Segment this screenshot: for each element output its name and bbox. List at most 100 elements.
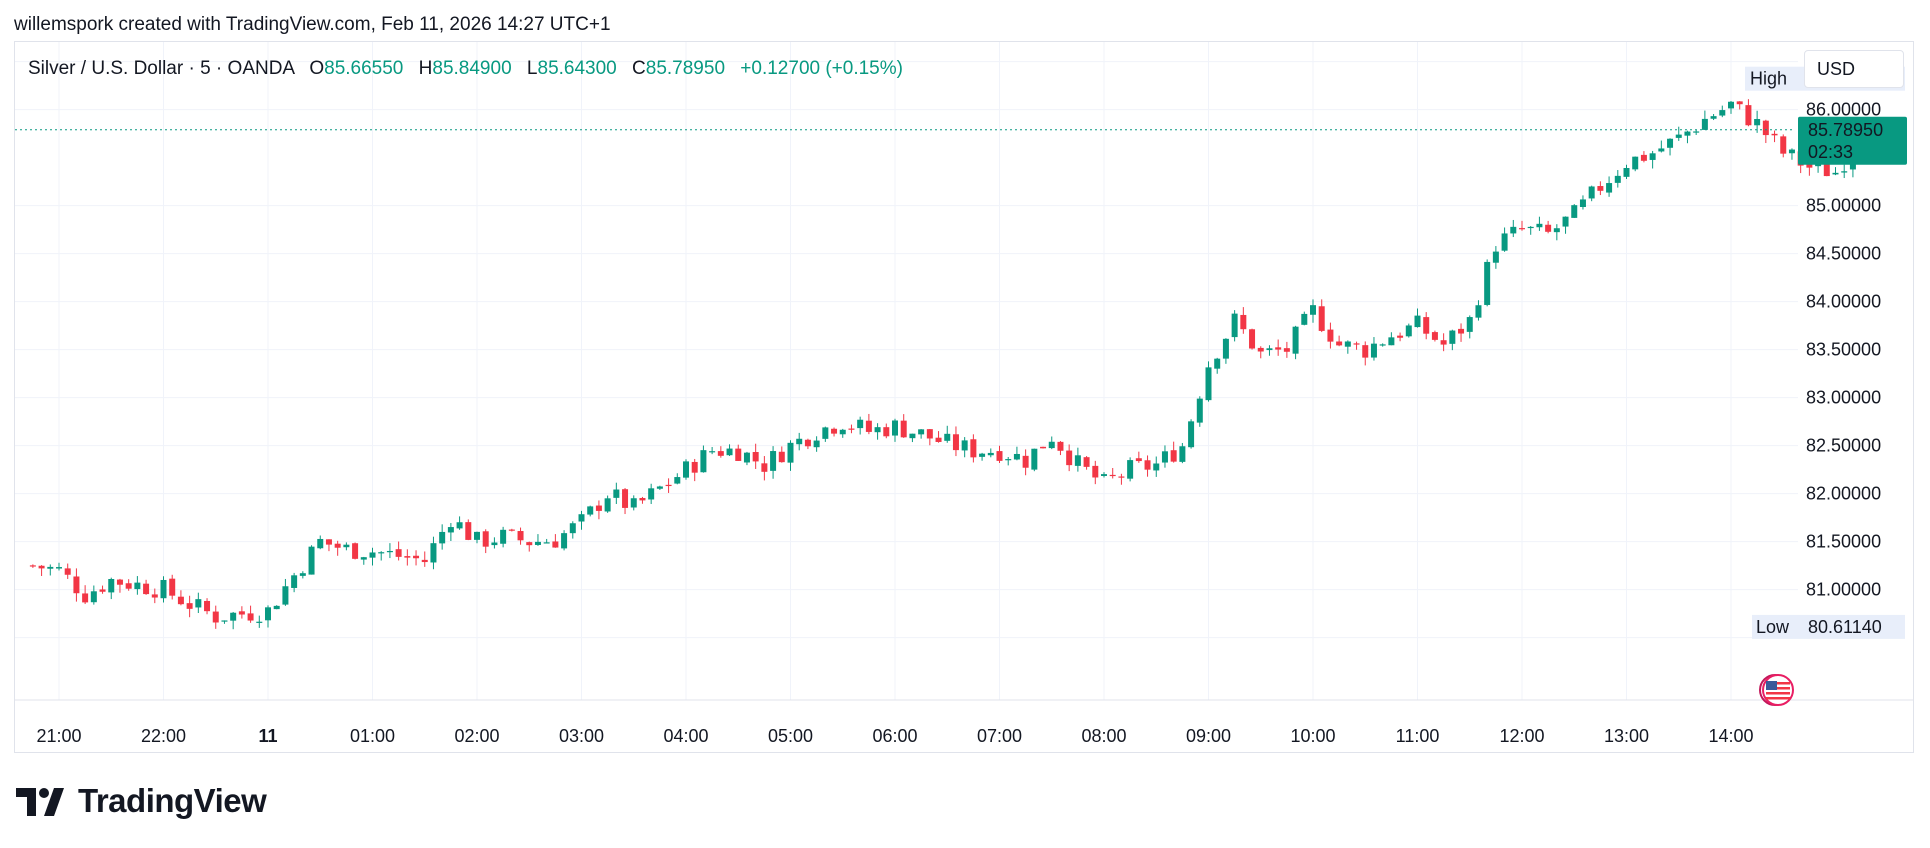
candle-body[interactable]: [569, 523, 576, 534]
candle-body[interactable]: [1597, 186, 1604, 191]
candle-body[interactable]: [1719, 110, 1726, 116]
candle-body[interactable]: [909, 433, 916, 439]
candle-body[interactable]: [639, 497, 646, 501]
candle-body[interactable]: [587, 506, 594, 515]
candle-body[interactable]: [56, 567, 62, 569]
candle-body[interactable]: [1266, 348, 1273, 351]
candle-body[interactable]: [186, 603, 193, 609]
candle-body[interactable]: [1031, 448, 1038, 470]
candle-body[interactable]: [1553, 228, 1560, 233]
candle-body[interactable]: [143, 583, 150, 595]
candle-body[interactable]: [116, 579, 123, 585]
candle-body[interactable]: [770, 451, 777, 471]
candle-body[interactable]: [1292, 326, 1299, 354]
candle-body[interactable]: [1222, 338, 1229, 359]
candle-body[interactable]: [1353, 343, 1360, 345]
candle-body[interactable]: [1388, 337, 1395, 346]
candle-body[interactable]: [1649, 153, 1656, 160]
candle-body[interactable]: [683, 461, 689, 478]
candle-body[interactable]: [386, 550, 393, 553]
candle-body[interactable]: [1188, 421, 1195, 448]
candle-body[interactable]: [1249, 329, 1256, 349]
candle-body[interactable]: [996, 451, 1003, 461]
candle-body[interactable]: [1153, 463, 1160, 471]
candle-body[interactable]: [273, 605, 280, 610]
candle-body[interactable]: [1423, 317, 1430, 334]
candle-body[interactable]: [970, 439, 977, 458]
candle-body[interactable]: [717, 451, 724, 456]
candle-body[interactable]: [1449, 330, 1456, 344]
candle-body[interactable]: [1466, 317, 1473, 332]
candle-body[interactable]: [726, 448, 733, 456]
candle-body[interactable]: [561, 533, 568, 549]
candle-body[interactable]: [177, 596, 184, 605]
candle-body[interactable]: [1614, 175, 1621, 183]
candle-body[interactable]: [1048, 441, 1055, 449]
candle-body[interactable]: [709, 451, 716, 453]
candle-body[interactable]: [404, 556, 411, 558]
candle-body[interactable]: [534, 541, 541, 545]
candle-body[interactable]: [1066, 450, 1073, 466]
candle-body[interactable]: [230, 612, 237, 621]
candle-body[interactable]: [247, 613, 254, 621]
candle-body[interactable]: [987, 452, 994, 456]
candle-body[interactable]: [735, 448, 742, 461]
candle-body[interactable]: [1005, 459, 1012, 461]
candle-body[interactable]: [439, 531, 446, 544]
candle-body[interactable]: [1310, 305, 1316, 315]
candle-body[interactable]: [665, 484, 672, 487]
candle-body[interactable]: [1362, 345, 1369, 358]
candle-body[interactable]: [944, 433, 951, 441]
candle-body[interactable]: [1745, 105, 1752, 126]
candle-body[interactable]: [1083, 457, 1090, 467]
candle-body[interactable]: [900, 420, 907, 438]
candle-body[interactable]: [892, 420, 898, 436]
candle-body[interactable]: [1118, 476, 1125, 478]
candle-body[interactable]: [1562, 216, 1569, 227]
candle-body[interactable]: [1327, 329, 1334, 342]
candle-body[interactable]: [299, 573, 306, 576]
candle-body[interactable]: [604, 498, 611, 512]
candle-body[interactable]: [578, 514, 585, 522]
candle-body[interactable]: [1109, 474, 1116, 477]
candle-body[interactable]: [656, 486, 663, 489]
candle-body[interactable]: [134, 582, 141, 590]
candle-body[interactable]: [1823, 161, 1830, 177]
candle-body[interactable]: [595, 505, 602, 511]
candle-body[interactable]: [848, 428, 855, 430]
candle-body[interactable]: [857, 419, 864, 429]
candle-body[interactable]: [1161, 451, 1168, 463]
candle-body[interactable]: [813, 440, 820, 448]
candle-body[interactable]: [874, 427, 881, 433]
candle-body[interactable]: [1527, 226, 1534, 229]
candle-body[interactable]: [961, 440, 968, 451]
candle-body[interactable]: [1588, 186, 1595, 199]
candle-body[interactable]: [334, 543, 341, 548]
candle-body[interactable]: [395, 549, 402, 557]
candle-body[interactable]: [1754, 118, 1761, 126]
candle-body[interactable]: [1762, 120, 1769, 136]
candle-body[interactable]: [1344, 341, 1351, 347]
candle-body[interactable]: [465, 522, 472, 540]
candle-body[interactable]: [1275, 347, 1282, 350]
candle-body[interactable]: [1431, 332, 1438, 340]
candle-body[interactable]: [700, 450, 707, 473]
candle-body[interactable]: [1771, 133, 1778, 136]
candle-body[interactable]: [500, 529, 507, 544]
candle-body[interactable]: [1397, 335, 1404, 338]
candle-body[interactable]: [630, 498, 637, 508]
candle-body[interactable]: [1301, 313, 1308, 325]
candle-body[interactable]: [151, 594, 158, 598]
candle-body[interactable]: [73, 576, 80, 594]
candle-body[interactable]: [1536, 223, 1543, 228]
candle-body[interactable]: [47, 566, 54, 569]
candle-body[interactable]: [325, 539, 332, 545]
candle-body[interactable]: [256, 621, 263, 623]
candle-body[interactable]: [865, 420, 872, 432]
candle-body[interactable]: [1675, 134, 1682, 138]
candle-body[interactable]: [474, 531, 480, 540]
candle-body[interactable]: [221, 620, 228, 622]
candle-body[interactable]: [1283, 348, 1290, 352]
candle-body[interactable]: [1667, 138, 1674, 148]
